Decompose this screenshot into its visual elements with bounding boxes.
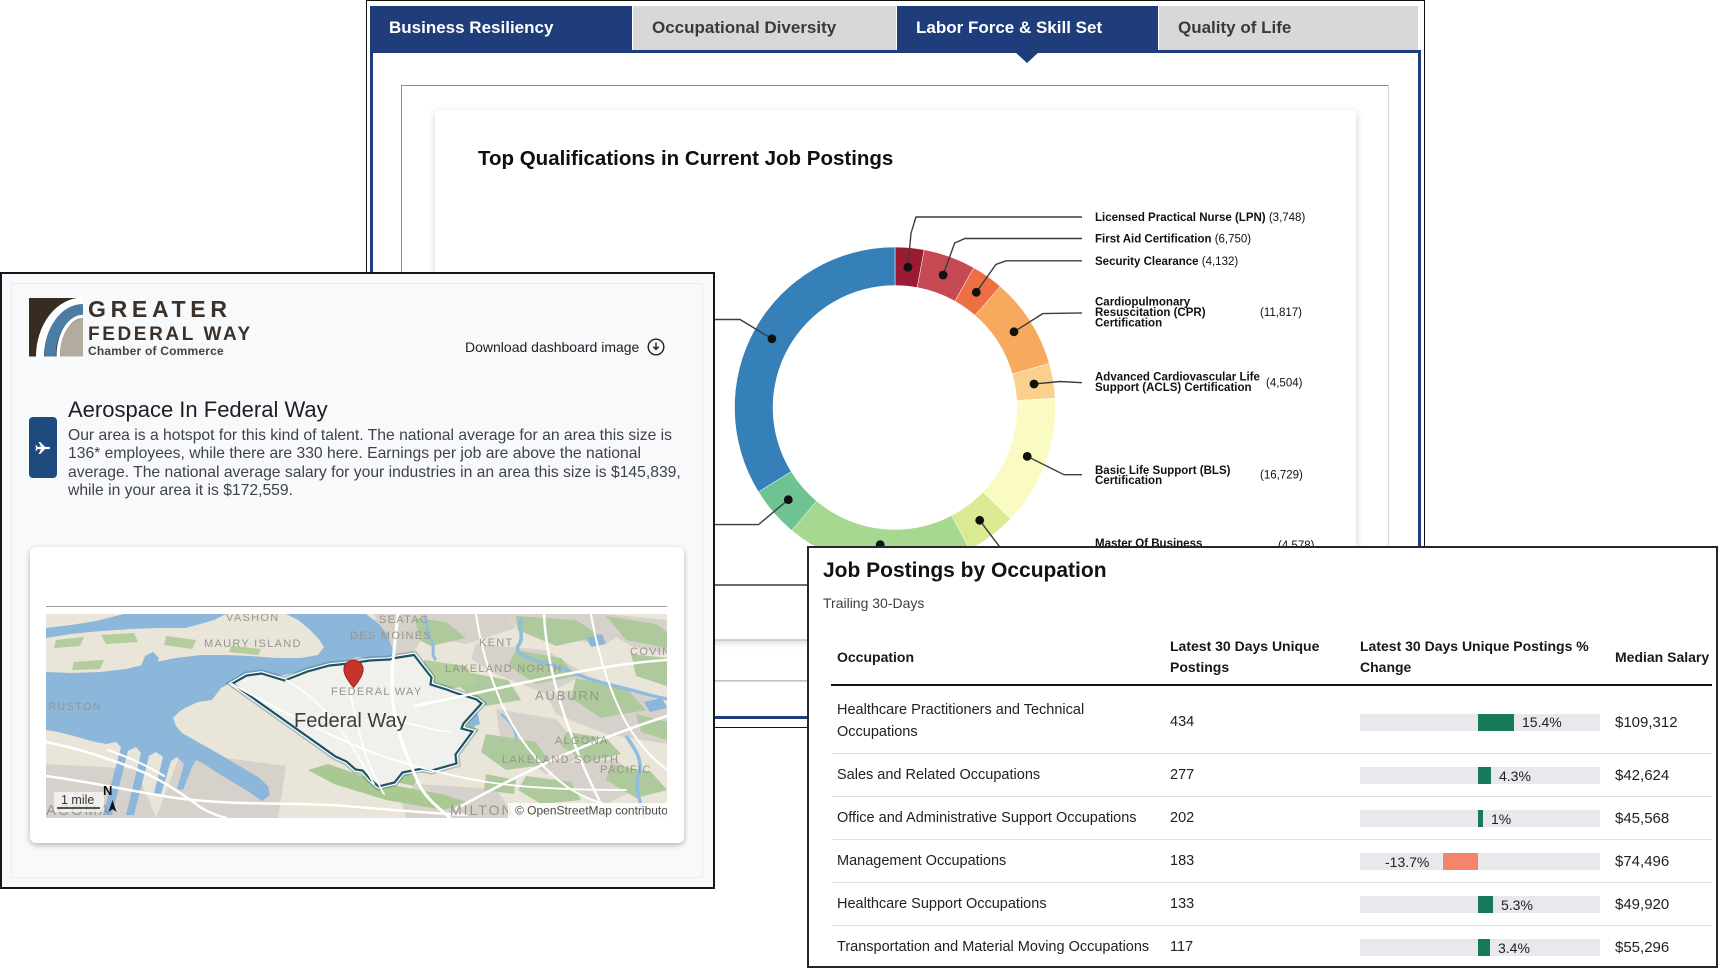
svg-text:SEATAC: SEATAC	[379, 614, 429, 626]
svg-text:LAKELAND SOUTH: LAKELAND SOUTH	[502, 754, 619, 766]
svg-text:MAURY ISLAND: MAURY ISLAND	[204, 638, 302, 650]
svg-text:MILTON: MILTON	[450, 802, 514, 818]
svg-text:1 mile: 1 mile	[61, 793, 94, 807]
svg-text:(16,729): (16,729)	[1260, 470, 1303, 482]
svg-text:(4,504): (4,504)	[1266, 378, 1303, 390]
svg-text:RUSTON: RUSTON	[48, 701, 102, 713]
svg-text:Support (ACLS) Certification: Support (ACLS) Certification	[1095, 382, 1252, 394]
svg-text:KENT: KENT	[479, 637, 514, 649]
svg-text:Advanced Cardiovascular Life: Advanced Cardiovascular Life	[1095, 372, 1260, 384]
svg-text:Resuscitation (CPR): Resuscitation (CPR)	[1095, 307, 1206, 319]
svg-text:© OpenStreetMap contributors: © OpenStreetMap contributors	[515, 804, 667, 818]
svg-text:ALGONA: ALGONA	[555, 735, 609, 747]
svg-text:COVINGT: COVINGT	[630, 646, 667, 658]
svg-text:First Aid Certification (6,750: First Aid Certification (6,750)	[1095, 234, 1251, 246]
svg-text:Federal Way: Federal Way	[294, 710, 407, 732]
svg-text:AUBURN: AUBURN	[535, 688, 601, 703]
svg-text:VASHON: VASHON	[226, 614, 279, 624]
svg-text:FEDERAL WAY: FEDERAL WAY	[331, 686, 423, 698]
svg-text:N: N	[103, 783, 112, 798]
svg-text:Security Clearance (4,132): Security Clearance (4,132)	[1095, 256, 1238, 268]
svg-text:Basic Life Support (BLS): Basic Life Support (BLS)	[1095, 465, 1231, 477]
svg-text:Certification: Certification	[1095, 318, 1162, 330]
svg-text:Certification: Certification	[1095, 475, 1162, 487]
svg-text:Cardiopulmonary: Cardiopulmonary	[1095, 297, 1191, 309]
svg-text:DES MOINES: DES MOINES	[350, 630, 432, 642]
svg-text:(11,817): (11,817)	[1260, 307, 1302, 319]
svg-text:PACIFIC: PACIFIC	[600, 764, 652, 776]
svg-text:LAKELAND NORTH: LAKELAND NORTH	[445, 663, 563, 675]
svg-text:Licensed Practical Nurse (LPN): Licensed Practical Nurse (LPN) (3,748)	[1095, 212, 1305, 224]
